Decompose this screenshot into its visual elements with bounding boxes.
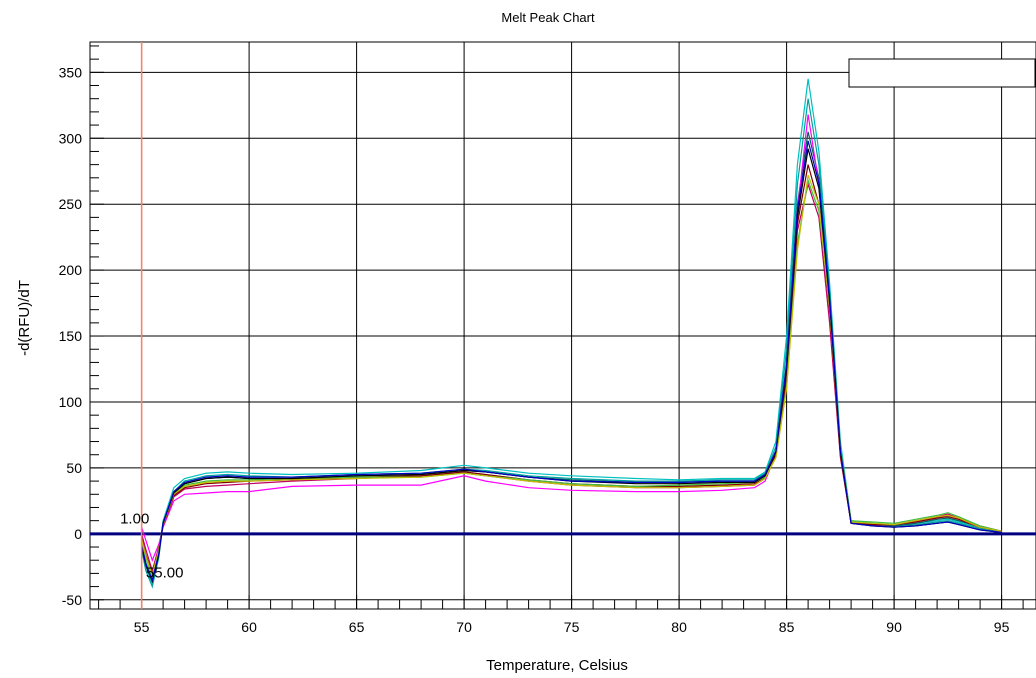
series-group xyxy=(141,78,1002,589)
x-tick-label: 85 xyxy=(779,619,795,635)
y-tick-label: 250 xyxy=(59,196,83,212)
y-tick-label: 300 xyxy=(59,130,83,146)
y-tick-label: -50 xyxy=(62,592,82,608)
y-tick-label: 50 xyxy=(66,460,82,476)
x-tick-label: 90 xyxy=(886,619,902,635)
plot-area xyxy=(89,41,1036,610)
y-tick-label: 350 xyxy=(59,64,83,80)
x-tick-label: 65 xyxy=(349,619,365,635)
series-line-8 xyxy=(141,174,1002,577)
legend-box xyxy=(848,58,1036,88)
series-line-7 xyxy=(141,178,1002,580)
x-tick-label: 75 xyxy=(564,619,580,635)
x-tick-label: 95 xyxy=(994,619,1010,635)
series-line-10 xyxy=(141,140,1002,582)
chart-title: Melt Peak Chart xyxy=(501,10,595,25)
x-tick-label: 55 xyxy=(134,619,150,635)
x-tick-label: 70 xyxy=(456,619,472,635)
y-tick-label: 100 xyxy=(59,394,83,410)
x-tick-labels: 55 60 65 70 75 80 85 90 95 xyxy=(134,619,1010,635)
annotations: 1.00 55.00 xyxy=(120,510,183,581)
y-tick-label: 200 xyxy=(59,262,83,278)
y-tick-label: 0 xyxy=(74,526,82,542)
x-tick-label: 60 xyxy=(241,619,257,635)
x-axis-label: Temperature, Celsius xyxy=(486,657,628,674)
y-axis-label: -d(RFU)/dT xyxy=(16,280,33,356)
y-tick-label: 150 xyxy=(59,328,83,344)
x-tick-label: 80 xyxy=(671,619,687,635)
y-tick-labels: -50 0 50 100 150 200 250 300 350 xyxy=(59,64,83,607)
annotation-label: 1.00 xyxy=(120,510,149,527)
annotation-label: 55.00 xyxy=(146,564,184,581)
